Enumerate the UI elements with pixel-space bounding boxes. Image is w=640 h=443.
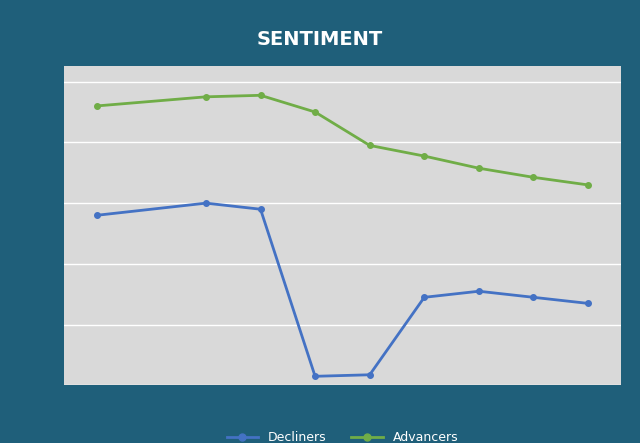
Text: SENTIMENT: SENTIMENT bbox=[257, 31, 383, 49]
Legend: Decliners, Advancers: Decliners, Advancers bbox=[221, 426, 463, 443]
